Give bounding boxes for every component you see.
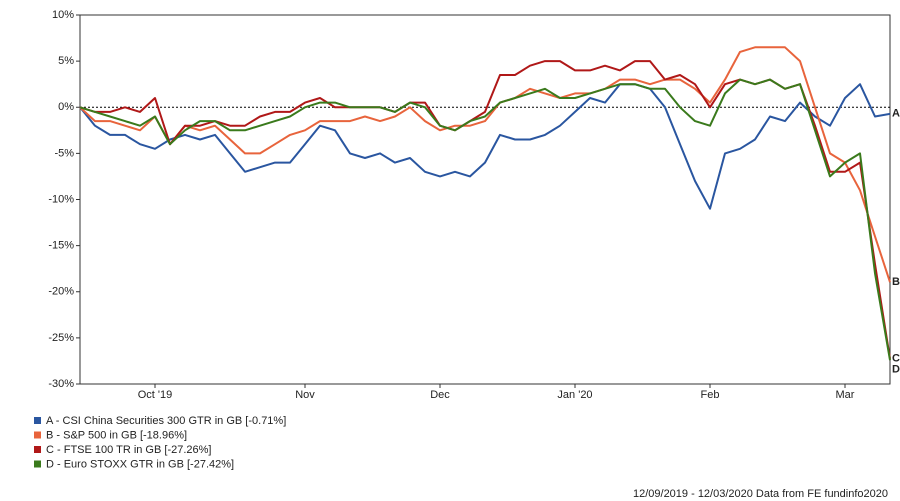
x-tick-label: Jan '20 bbox=[557, 389, 592, 401]
legend-label: C - FTSE 100 TR in GB [-27.26%] bbox=[46, 444, 211, 456]
plot-frame bbox=[79, 14, 891, 385]
x-tick-label: Oct '19 bbox=[138, 389, 173, 401]
x-tick-label: Nov bbox=[295, 389, 315, 401]
y-tick-label: 10% bbox=[52, 9, 74, 21]
legend-label: A - CSI China Securities 300 GTR in GB [… bbox=[46, 415, 286, 427]
legend-swatch bbox=[34, 417, 41, 424]
series-line bbox=[79, 60, 891, 359]
y-tick-label: -5% bbox=[54, 147, 74, 159]
end-label: B bbox=[892, 276, 900, 288]
y-tick-label: 0% bbox=[58, 101, 74, 113]
legend-label: D - Euro STOXX GTR in GB [-27.42%] bbox=[46, 458, 234, 470]
legend-swatch bbox=[34, 446, 41, 453]
legend-swatch bbox=[34, 460, 41, 468]
y-tick-label: -30% bbox=[48, 378, 74, 390]
series-line bbox=[79, 46, 891, 283]
y-tick-label: -20% bbox=[48, 286, 74, 298]
legend-swatch bbox=[34, 431, 41, 439]
end-label: D bbox=[892, 364, 900, 376]
series-line bbox=[79, 83, 891, 210]
x-tick-label: Dec bbox=[430, 389, 450, 401]
y-tick-label: -10% bbox=[48, 193, 74, 205]
y-tick-label: 5% bbox=[58, 55, 74, 67]
legend-label: B - S&P 500 in GB [-18.96%] bbox=[46, 429, 187, 441]
y-tick-label: -25% bbox=[48, 332, 74, 344]
end-label: C bbox=[892, 353, 900, 365]
series-line bbox=[79, 78, 891, 361]
x-tick-label: Feb bbox=[701, 389, 720, 401]
x-tick-label: Mar bbox=[836, 389, 855, 401]
y-tick-label: -15% bbox=[48, 240, 74, 252]
footer: 12/09/2019 - 12/03/2020 Data from FE fun… bbox=[633, 488, 888, 500]
end-label: A bbox=[892, 108, 900, 120]
